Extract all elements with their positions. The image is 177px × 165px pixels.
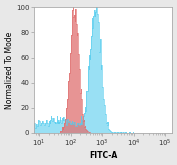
X-axis label: FITC-A: FITC-A (89, 151, 117, 160)
Y-axis label: Normalized To Mode: Normalized To Mode (5, 32, 14, 109)
